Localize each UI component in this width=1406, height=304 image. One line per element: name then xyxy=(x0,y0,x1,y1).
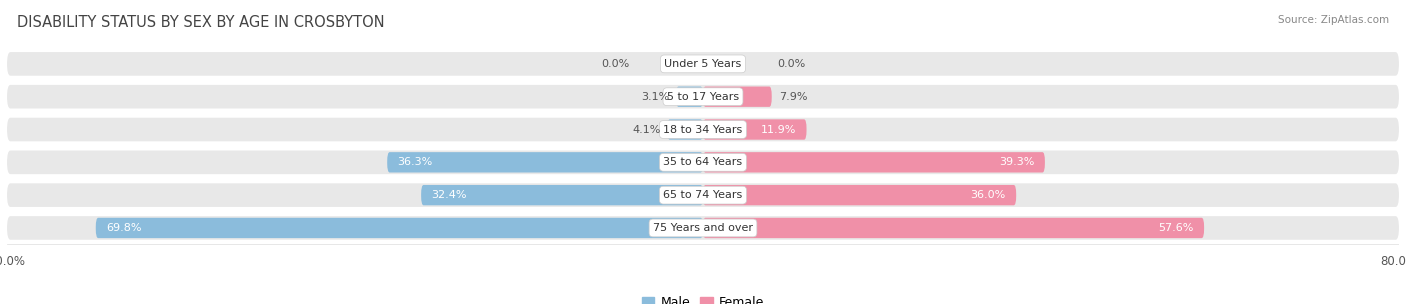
FancyBboxPatch shape xyxy=(668,119,703,140)
FancyBboxPatch shape xyxy=(703,185,1017,205)
FancyBboxPatch shape xyxy=(676,87,703,107)
Text: Source: ZipAtlas.com: Source: ZipAtlas.com xyxy=(1278,15,1389,25)
Text: 69.8%: 69.8% xyxy=(107,223,142,233)
FancyBboxPatch shape xyxy=(7,118,1399,141)
Text: 36.3%: 36.3% xyxy=(398,157,433,167)
FancyBboxPatch shape xyxy=(703,119,807,140)
Text: 36.0%: 36.0% xyxy=(970,190,1005,200)
Text: 35 to 64 Years: 35 to 64 Years xyxy=(664,157,742,167)
FancyBboxPatch shape xyxy=(7,183,1399,207)
Text: 7.9%: 7.9% xyxy=(779,92,807,102)
Text: 11.9%: 11.9% xyxy=(761,125,796,134)
FancyBboxPatch shape xyxy=(703,152,1045,172)
Text: DISABILITY STATUS BY SEX BY AGE IN CROSBYTON: DISABILITY STATUS BY SEX BY AGE IN CROSB… xyxy=(17,15,384,30)
FancyBboxPatch shape xyxy=(7,85,1399,109)
Text: 18 to 34 Years: 18 to 34 Years xyxy=(664,125,742,134)
Text: 75 Years and over: 75 Years and over xyxy=(652,223,754,233)
Text: 0.0%: 0.0% xyxy=(778,59,806,69)
FancyBboxPatch shape xyxy=(7,150,1399,174)
Text: 0.0%: 0.0% xyxy=(600,59,628,69)
Text: Under 5 Years: Under 5 Years xyxy=(665,59,741,69)
FancyBboxPatch shape xyxy=(703,87,772,107)
Text: 3.1%: 3.1% xyxy=(641,92,669,102)
FancyBboxPatch shape xyxy=(7,52,1399,76)
Legend: Male, Female: Male, Female xyxy=(641,296,765,304)
Text: 32.4%: 32.4% xyxy=(432,190,467,200)
Text: 5 to 17 Years: 5 to 17 Years xyxy=(666,92,740,102)
FancyBboxPatch shape xyxy=(7,216,1399,240)
FancyBboxPatch shape xyxy=(96,218,703,238)
Text: 57.6%: 57.6% xyxy=(1159,223,1194,233)
FancyBboxPatch shape xyxy=(703,218,1204,238)
FancyBboxPatch shape xyxy=(422,185,703,205)
Text: 39.3%: 39.3% xyxy=(1000,157,1035,167)
Text: 4.1%: 4.1% xyxy=(631,125,661,134)
FancyBboxPatch shape xyxy=(387,152,703,172)
Text: 65 to 74 Years: 65 to 74 Years xyxy=(664,190,742,200)
